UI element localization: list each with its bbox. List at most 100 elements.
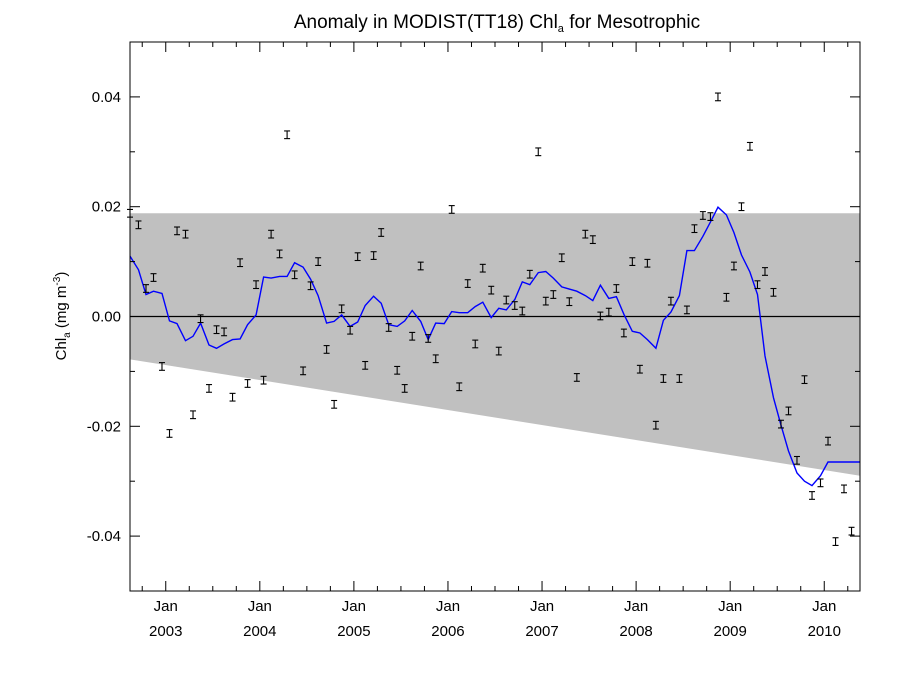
- error-bar: [770, 287, 777, 297]
- error-bar: [817, 478, 824, 488]
- error-bar: [221, 327, 228, 337]
- x-tick-label-year: 2003: [149, 623, 182, 640]
- error-bar: [613, 284, 620, 293]
- error-bar: [495, 346, 502, 356]
- error-bar: [620, 328, 627, 338]
- error-bar-series: [127, 92, 855, 546]
- error-bar: [660, 374, 667, 383]
- error-bar: [723, 292, 730, 302]
- error-bar: [597, 311, 604, 321]
- error-bar: [652, 420, 659, 430]
- error-bar: [284, 130, 291, 140]
- x-tick-label-month: Jan: [342, 598, 366, 615]
- error-bar: [315, 257, 322, 266]
- error-bar: [761, 267, 768, 276]
- error-bar: [714, 92, 721, 102]
- error-bar: [629, 257, 636, 266]
- uncertainty-band-area: [130, 213, 860, 476]
- error-bar: [605, 307, 612, 317]
- error-bar: [793, 455, 800, 465]
- y-tick-label: -0.02: [87, 418, 121, 435]
- error-bar: [801, 375, 808, 385]
- chart-title-suffix: for Mesotrophic: [564, 12, 700, 33]
- error-bar: [589, 235, 596, 245]
- x-tick-label-year: 2007: [525, 623, 558, 640]
- error-bar: [785, 406, 792, 416]
- error-bar: [174, 226, 181, 236]
- error-bar: [535, 147, 542, 157]
- error-bar: [644, 258, 651, 268]
- error-bar: [456, 382, 463, 392]
- error-bar: [777, 419, 784, 429]
- error-bar: [511, 301, 518, 310]
- error-bar: [362, 360, 369, 370]
- error-bar: [370, 251, 377, 260]
- anomaly-line-path: [129, 206, 860, 487]
- error-bar: [378, 228, 385, 237]
- error-bar: [150, 273, 157, 282]
- error-bar: [472, 339, 479, 349]
- x-tick-label-year: 2005: [337, 623, 370, 640]
- error-bar: [166, 429, 173, 438]
- x-tick-label-year: 2009: [713, 623, 746, 640]
- x-tick-label-month: Jan: [718, 598, 742, 615]
- x-tick-label-month: Jan: [812, 598, 836, 615]
- error-bar: [323, 345, 330, 354]
- y-tick-label: 0.04: [92, 89, 121, 106]
- error-bar: [237, 258, 244, 268]
- error-bar: [479, 263, 486, 273]
- error-bar: [307, 281, 314, 291]
- error-bar: [636, 364, 643, 374]
- error-bar: [300, 366, 307, 376]
- error-bar: [432, 354, 439, 364]
- error-bar: [503, 295, 510, 305]
- anomaly-line: [129, 206, 860, 487]
- error-bar: [841, 484, 848, 494]
- error-bar: [683, 305, 690, 315]
- error-bar: [848, 526, 855, 536]
- error-bar: [448, 205, 455, 214]
- error-bar: [244, 379, 251, 388]
- error-bar: [425, 334, 432, 343]
- y-axis-label: Chla (mg m-3): [52, 272, 73, 361]
- error-bar: [582, 229, 589, 239]
- error-bar: [182, 229, 189, 239]
- error-bar: [558, 253, 565, 263]
- error-bar: [519, 306, 526, 316]
- axes: [129, 41, 861, 592]
- error-bar: [566, 297, 573, 307]
- error-bar: [401, 384, 408, 393]
- error-bar: [691, 224, 698, 234]
- error-bar: [276, 249, 283, 259]
- chart-title-subscript: a: [558, 23, 565, 35]
- error-bar: [746, 141, 753, 151]
- axis-labels: -0.04 -0.02 0.00 0.02 0.04 Jan 2003 Jan 2004 Jan 2…: [87, 89, 841, 640]
- x-tick-label-month: Jan: [530, 598, 554, 615]
- error-bar: [699, 211, 706, 220]
- error-bar: [394, 365, 401, 375]
- error-bar: [730, 261, 737, 271]
- y-tick-label: 0.02: [92, 199, 121, 216]
- chart-title: Anomaly in MODIST(TT18) Chla for Mesotro…: [294, 12, 700, 35]
- error-bar: [464, 279, 471, 288]
- error-bar: [158, 362, 165, 371]
- error-bar: [190, 410, 197, 420]
- error-bar: [417, 261, 424, 271]
- error-bar: [825, 436, 832, 446]
- error-bar: [738, 202, 745, 212]
- error-bar: [229, 392, 236, 402]
- error-bar: [550, 290, 557, 299]
- error-bar: [354, 252, 361, 262]
- error-bar: [142, 284, 149, 293]
- error-bar: [488, 285, 495, 295]
- error-bar: [707, 212, 714, 221]
- error-bar: [573, 373, 580, 382]
- x-tick-label-month: Jan: [624, 598, 648, 615]
- error-bar: [809, 491, 816, 500]
- error-bar: [667, 296, 674, 306]
- error-bar: [676, 374, 683, 383]
- error-bar: [268, 229, 275, 239]
- error-bar: [385, 323, 392, 332]
- error-bar: [754, 280, 761, 290]
